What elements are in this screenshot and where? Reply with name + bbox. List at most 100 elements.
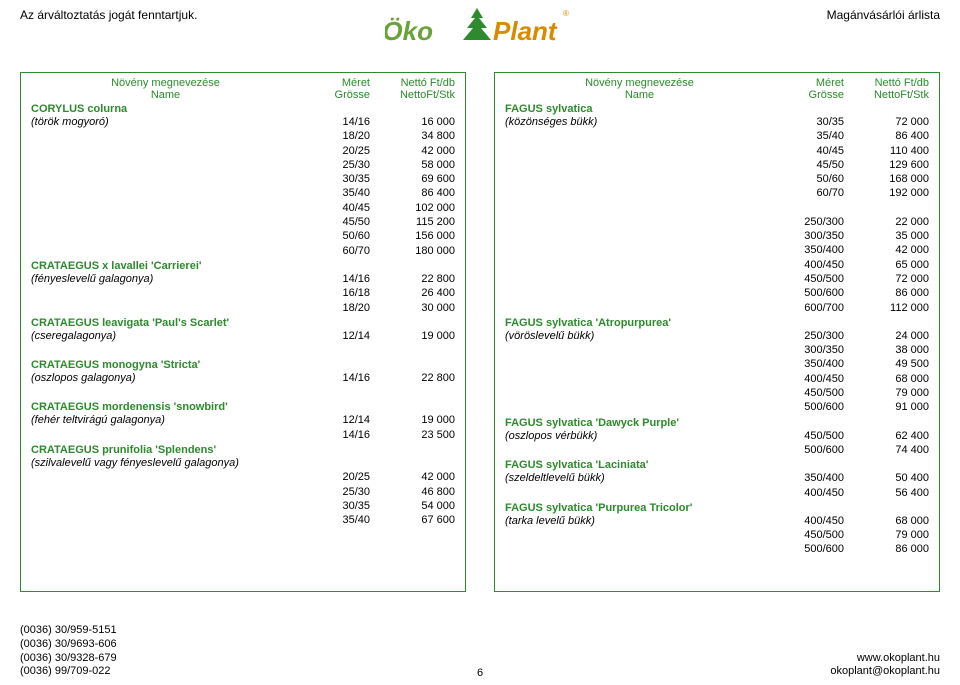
row-size: 60/70	[774, 186, 844, 200]
price-row: (fehér teltvirágú galagonya)12/1419 000	[31, 413, 455, 427]
blank-spacer	[505, 201, 929, 215]
price-row: 400/45056 400	[505, 486, 929, 500]
row-size: 350/400	[774, 243, 844, 257]
row-desc	[31, 470, 300, 484]
logo: Öko Plant ®	[385, 6, 575, 53]
row-size: 450/500	[774, 528, 844, 542]
row-size: 25/30	[300, 158, 370, 172]
row-desc	[505, 286, 774, 300]
row-desc: (szilvalevelű vagy fényeslevelű galagony…	[31, 456, 300, 470]
row-price: 65 000	[844, 258, 929, 272]
row-size: 14/16	[300, 371, 370, 385]
header-size-de: Grösse	[300, 89, 370, 101]
row-price: 24 000	[844, 329, 929, 343]
row-size: 600/700	[774, 301, 844, 315]
row-size: 500/600	[774, 542, 844, 556]
species-name: CRATAEGUS x lavallei 'Carrierei'	[31, 260, 455, 272]
row-price: 54 000	[370, 499, 455, 513]
row-desc	[505, 215, 774, 229]
row-desc	[505, 158, 774, 172]
price-row: 250/30022 000	[505, 215, 929, 229]
header-size: Méret	[774, 77, 844, 89]
price-row: 14/1623 500	[31, 428, 455, 442]
price-row: 600/700112 000	[505, 301, 929, 315]
right-column: Növény megnevezése Méret Nettó Ft/db Nam…	[494, 72, 940, 592]
row-desc	[31, 499, 300, 513]
row-size: 30/35	[774, 115, 844, 129]
header-size: Méret	[300, 77, 370, 89]
web-email: okoplant@okoplant.hu	[830, 665, 940, 679]
row-price: 23 500	[370, 428, 455, 442]
row-price: 22 000	[844, 215, 929, 229]
row-size: 12/14	[300, 329, 370, 343]
row-size: 400/450	[774, 258, 844, 272]
row-price: 68 000	[844, 514, 929, 528]
row-price: 46 800	[370, 485, 455, 499]
header-price: Nettó Ft/db	[844, 77, 929, 89]
row-desc	[505, 542, 774, 556]
price-row: (tarka levelű bükk)400/45068 000	[505, 514, 929, 528]
row-desc	[31, 428, 300, 442]
row-desc	[505, 400, 774, 414]
row-size: 500/600	[774, 443, 844, 457]
row-size: 350/400	[774, 471, 844, 485]
footer-web: www.okoplant.hu okoplant@okoplant.hu	[830, 652, 940, 680]
species-name: FAGUS sylvatica	[505, 103, 929, 115]
row-price: 115 200	[370, 215, 455, 229]
row-size: 450/500	[774, 386, 844, 400]
row-price: 62 400	[844, 429, 929, 443]
row-desc	[31, 215, 300, 229]
row-desc: (vöröslevelű bükk)	[505, 329, 774, 343]
row-size: 400/450	[774, 514, 844, 528]
price-row: 30/3554 000	[31, 499, 455, 513]
row-size: 350/400	[774, 357, 844, 371]
row-price: 86 400	[844, 129, 929, 143]
price-row: 40/45110 400	[505, 144, 929, 158]
row-size: 30/35	[300, 172, 370, 186]
row-size: 400/450	[774, 372, 844, 386]
row-size: 20/25	[300, 144, 370, 158]
row-price: 69 600	[370, 172, 455, 186]
row-desc	[505, 243, 774, 257]
price-row: (cseregalagonya)12/1419 000	[31, 329, 455, 343]
row-size: 500/600	[774, 400, 844, 414]
row-price: 112 000	[844, 301, 929, 315]
row-size: 45/50	[300, 215, 370, 229]
price-row: 350/40042 000	[505, 243, 929, 257]
price-row: 20/2542 000	[31, 470, 455, 484]
row-size: 250/300	[774, 215, 844, 229]
row-price: 16 000	[370, 115, 455, 129]
row-price: 30 000	[370, 301, 455, 315]
row-size	[300, 456, 370, 470]
row-size: 12/14	[300, 413, 370, 427]
row-size: 60/70	[300, 244, 370, 258]
phone-line: (0036) 99/709-022	[20, 665, 117, 679]
row-desc	[505, 357, 774, 371]
row-size: 35/40	[774, 129, 844, 143]
price-row: 500/60086 000	[505, 542, 929, 556]
row-desc: (közönséges bükk)	[505, 115, 774, 129]
row-price: 50 400	[844, 471, 929, 485]
row-desc	[505, 229, 774, 243]
row-price: 42 000	[844, 243, 929, 257]
row-price: 58 000	[370, 158, 455, 172]
svg-text:®: ®	[563, 9, 569, 18]
row-size: 450/500	[774, 272, 844, 286]
row-desc	[31, 158, 300, 172]
row-size: 16/18	[300, 286, 370, 300]
row-price: 168 000	[844, 172, 929, 186]
row-desc	[31, 513, 300, 527]
row-price: 42 000	[370, 470, 455, 484]
row-desc	[31, 244, 300, 258]
row-size: 45/50	[774, 158, 844, 172]
price-row: 45/50129 600	[505, 158, 929, 172]
row-price: 72 000	[844, 272, 929, 286]
row-size: 50/60	[300, 229, 370, 243]
row-desc	[31, 201, 300, 215]
price-row: 25/3046 800	[31, 485, 455, 499]
row-desc: (oszlopos galagonya)	[31, 371, 300, 385]
species-name: CRATAEGUS mordenensis 'snowbird'	[31, 401, 455, 413]
species-name: FAGUS sylvatica 'Laciniata'	[505, 459, 929, 471]
price-row: 60/70180 000	[31, 244, 455, 258]
price-row: 35/4086 400	[505, 129, 929, 143]
